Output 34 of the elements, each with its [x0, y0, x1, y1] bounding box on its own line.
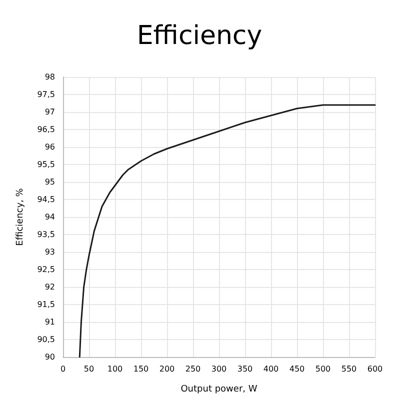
x-tick-label: 100	[107, 364, 123, 374]
y-tick-label: 90,5	[37, 335, 55, 344]
chart-title: Efficiency	[136, 21, 262, 51]
y-axis-title: Efficiency, %	[16, 188, 26, 246]
x-tick-label: 550	[341, 364, 357, 374]
y-tick-label: 97	[44, 108, 55, 116]
x-tick-label: 50	[84, 364, 94, 374]
x-axis-title: Output power, W	[180, 384, 258, 394]
x-tick-label: 350	[237, 364, 253, 374]
y-tick-label: 95,5	[37, 160, 55, 169]
y-tick-label: 98	[44, 72, 55, 82]
x-tick-label: 300	[211, 364, 227, 374]
x-tick-label: 450	[289, 364, 305, 374]
y-tick-label: 92	[44, 282, 55, 292]
x-tick-label: 600	[367, 364, 383, 374]
y-tick-label: 93,5	[37, 230, 55, 239]
x-tick-label: 200	[159, 364, 175, 374]
y-tick-label: 95	[44, 178, 55, 186]
y-tick-label: 96,5	[37, 125, 55, 134]
x-tick-label: 500	[315, 364, 331, 374]
y-tick-label: 93	[44, 248, 55, 256]
y-tick-label: 94,5	[37, 195, 55, 204]
x-tick-label: 250	[185, 364, 201, 374]
y-tick-label: 96	[44, 142, 55, 152]
line-series	[78, 104, 376, 358]
y-tick-label: 91	[44, 318, 55, 326]
x-tick-label: 400	[263, 364, 279, 374]
x-tick-label: 150	[133, 364, 149, 374]
y-tick-label: 97,5	[37, 90, 55, 99]
y-tick-label: 90	[44, 352, 55, 362]
y-tick-label: 91,5	[37, 300, 55, 309]
x-tick-label: 0	[60, 364, 66, 374]
y-tick-label: 94	[44, 212, 55, 222]
y-tick-label: 92,5	[37, 265, 55, 274]
